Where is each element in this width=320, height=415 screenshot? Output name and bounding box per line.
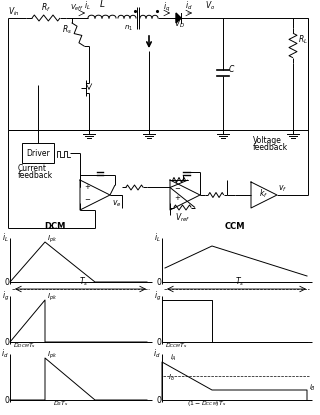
Text: $i_L$: $i_L$ [154, 231, 161, 244]
Text: $V_D$: $V_D$ [174, 18, 185, 30]
Text: $i_g$: $i_g$ [154, 289, 161, 303]
Text: $n_1$: $n_1$ [124, 24, 133, 33]
Text: $C$: $C$ [228, 63, 235, 74]
Text: $T_s$: $T_s$ [79, 276, 88, 288]
Text: $D_2T_s$: $D_2T_s$ [53, 399, 69, 408]
Text: $I_{pk}$: $I_{pk}$ [47, 234, 57, 245]
Text: $I_{pk}$: $I_{pk}$ [47, 350, 57, 361]
Text: $D_{DCM}T_s$: $D_{DCM}T_s$ [13, 341, 36, 350]
Text: +: + [84, 184, 90, 190]
Text: Driver: Driver [26, 149, 50, 158]
Text: $i_L$: $i_L$ [84, 0, 91, 12]
Bar [22, 143, 54, 163]
Text: $-$: $-$ [174, 184, 181, 190]
Text: DCM: DCM [44, 222, 66, 231]
Text: $V_o$: $V_o$ [205, 0, 215, 12]
Text: $i_B$: $i_B$ [309, 383, 316, 393]
Text: $i_d$: $i_d$ [2, 347, 9, 359]
Text: 0: 0 [4, 337, 9, 347]
Text: $i_L$: $i_L$ [2, 231, 9, 244]
Text: $i_A$: $i_A$ [170, 353, 177, 363]
Text: $I_{pk}$: $I_{pk}$ [47, 292, 57, 303]
Text: Voltage: Voltage [253, 136, 282, 145]
Text: $V_{eff}$: $V_{eff}$ [70, 3, 84, 13]
Text: $R_f$: $R_f$ [41, 1, 51, 14]
Text: 0: 0 [156, 337, 161, 347]
Text: $V_{ref}$: $V_{ref}$ [175, 211, 190, 224]
Text: 0: 0 [4, 278, 9, 286]
Text: $R_L$: $R_L$ [298, 34, 308, 46]
Text: 0: 0 [156, 395, 161, 405]
Text: 0: 0 [4, 395, 9, 405]
Text: $i_g$: $i_g$ [2, 289, 9, 303]
Text: $i_d$: $i_d$ [185, 0, 193, 12]
Text: $I_o$: $I_o$ [168, 373, 175, 383]
Text: feedback: feedback [18, 171, 53, 180]
Text: $-$: $-$ [84, 195, 91, 201]
Text: feedback: feedback [253, 143, 288, 152]
Text: Current: Current [18, 164, 47, 173]
Polygon shape [176, 13, 181, 23]
Text: +: + [174, 195, 180, 201]
Text: $R_s$: $R_s$ [62, 24, 72, 37]
Text: $i_q$: $i_q$ [163, 0, 170, 14]
Text: $i_d$: $i_d$ [154, 347, 161, 359]
Text: $(1-D_{CCM})T_s$: $(1-D_{CCM})T_s$ [187, 399, 226, 408]
Text: CCM: CCM [225, 222, 245, 231]
Text: $V_{in}$: $V_{in}$ [8, 5, 20, 17]
Text: $v_f$: $v_f$ [278, 183, 287, 193]
Text: $k_f$: $k_f$ [259, 187, 268, 200]
Text: $L$: $L$ [99, 0, 105, 9]
Text: $D_{CCM}T_s$: $D_{CCM}T_s$ [165, 341, 188, 350]
Text: $v_e$: $v_e$ [112, 198, 122, 208]
Text: 0: 0 [156, 278, 161, 286]
Text: $T_s$: $T_s$ [235, 276, 244, 288]
